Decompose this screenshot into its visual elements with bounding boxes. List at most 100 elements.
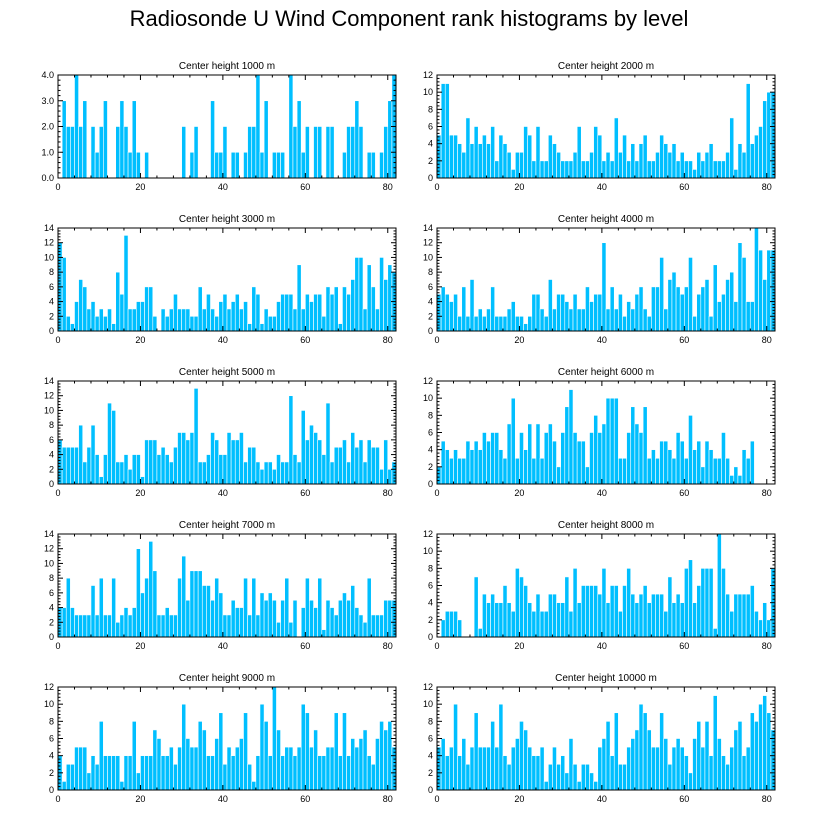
histogram-bar	[263, 100, 269, 179]
y-tick-label: 10	[423, 393, 433, 403]
histogram-bar	[309, 746, 314, 791]
histogram-bar	[560, 160, 566, 179]
histogram-bar	[444, 755, 450, 791]
histogram-bar	[305, 126, 310, 179]
histogram-bar	[375, 738, 380, 791]
x-tick-label: 0	[55, 794, 60, 804]
x-tick-label: 20	[135, 335, 145, 345]
histogram-bar	[313, 729, 318, 791]
histogram-bar	[634, 293, 640, 332]
histogram-bar	[721, 568, 726, 638]
x-tick-label: 80	[762, 641, 772, 651]
histogram-bar	[704, 151, 710, 179]
histogram-bar	[498, 134, 504, 179]
panel-title: Center height 4000 m	[558, 214, 654, 225]
histogram-bar	[585, 466, 590, 485]
histogram-bar	[387, 264, 393, 332]
histogram-bar	[576, 126, 582, 179]
y-tick-label: 0	[428, 326, 433, 336]
histogram-bar	[564, 301, 570, 332]
histogram-bar	[90, 301, 96, 332]
histogram-bar	[280, 461, 286, 485]
histogram-bar	[564, 576, 570, 638]
histogram-bar	[272, 686, 277, 791]
histogram-bar	[651, 286, 656, 332]
y-tick-label: 10	[423, 252, 433, 262]
histogram-bar	[305, 439, 310, 485]
histogram-bar	[618, 610, 623, 638]
y-tick-label: 2	[49, 768, 54, 778]
histogram-bar	[605, 397, 611, 485]
y-tick-label: 0	[49, 632, 54, 642]
histogram-bar	[288, 293, 294, 332]
histogram-bar	[78, 126, 84, 179]
histogram-bar	[218, 712, 224, 791]
histogram-bar	[346, 755, 351, 791]
histogram-bar	[552, 143, 557, 179]
histogram-bar	[716, 457, 722, 485]
x-tick-label: 60	[300, 488, 310, 498]
histogram-bar	[692, 602, 697, 638]
histogram-bar	[337, 323, 343, 332]
histogram-bar	[609, 755, 615, 791]
histogram-bar	[642, 712, 648, 791]
histogram-bar	[440, 286, 446, 332]
histogram-bar	[663, 610, 669, 638]
histogram-bar	[601, 738, 607, 791]
y-tick-label: 6	[428, 581, 433, 591]
histogram-bar	[375, 614, 380, 638]
y-tick-label: 4	[49, 450, 54, 460]
histogram-bar	[535, 593, 541, 638]
histogram-bar	[506, 308, 512, 332]
histogram-bar	[667, 279, 673, 332]
y-tick-label: 0	[49, 479, 54, 489]
histogram-bar	[305, 712, 310, 791]
histogram-bar	[90, 424, 96, 485]
x-tick-label: 0	[434, 794, 439, 804]
histogram-bar	[556, 602, 561, 638]
histogram-bar	[523, 126, 528, 179]
y-tick-label: 8	[428, 563, 433, 573]
histogram-bar	[350, 738, 356, 791]
histogram-bar	[638, 286, 644, 332]
histogram-bar	[325, 599, 331, 638]
histogram-bar	[576, 781, 582, 791]
histogram-bar	[123, 235, 129, 332]
x-tick-label: 80	[762, 182, 772, 192]
histogram-bar	[144, 577, 149, 638]
histogram-bar	[597, 134, 603, 179]
histogram-bar	[362, 308, 368, 332]
x-tick-label: 20	[135, 182, 145, 192]
histogram-bar	[358, 738, 364, 791]
histogram-bar	[708, 568, 714, 638]
histogram-bar	[193, 315, 199, 332]
x-tick-label: 40	[218, 335, 228, 345]
histogram-bar	[243, 461, 248, 485]
histogram-bar	[131, 100, 137, 179]
histogram-bar	[239, 308, 244, 332]
histogram-bar	[329, 126, 335, 179]
histogram-bar	[679, 440, 685, 485]
histogram-bar	[564, 772, 570, 791]
histogram-bar	[152, 729, 158, 791]
x-tick-label: 20	[514, 182, 524, 192]
y-tick-label: 4	[49, 297, 54, 307]
histogram-bar	[572, 293, 578, 332]
histogram-bar	[712, 457, 718, 485]
y-tick-label: 10	[423, 699, 433, 709]
histogram-bar	[168, 746, 174, 791]
histogram-bar	[111, 577, 117, 638]
histogram-bar	[700, 466, 706, 485]
histogram-bar	[568, 389, 574, 485]
histogram-bar	[280, 293, 286, 332]
histogram-bar	[317, 439, 323, 485]
histogram-bar	[762, 695, 768, 791]
histogram-bar	[576, 602, 582, 638]
histogram-bar	[675, 160, 681, 179]
histogram-bar	[276, 301, 281, 332]
histogram-bar	[630, 143, 636, 179]
histogram-bar	[346, 599, 351, 638]
histogram-bar	[86, 446, 92, 485]
histogram-bar	[539, 610, 545, 638]
histogram-bar	[74, 74, 79, 179]
